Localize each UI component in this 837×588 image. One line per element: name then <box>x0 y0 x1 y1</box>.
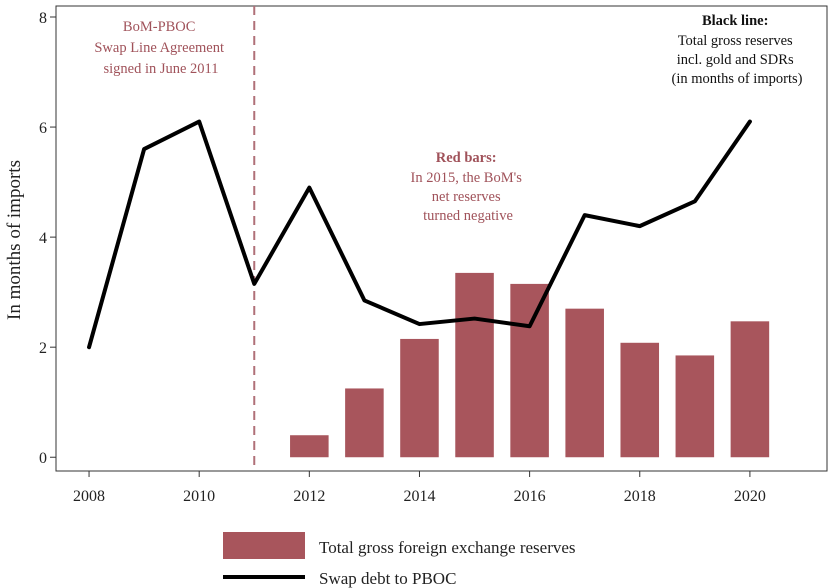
bar-2020 <box>730 321 770 458</box>
x-tick-label: 2014 <box>403 488 435 505</box>
y-tick-label: 4 <box>39 230 47 247</box>
swap-annotation-line-3: signed in June 2011 <box>103 61 218 77</box>
bar-series <box>290 272 770 458</box>
swap-annotation-line-1: BoM-PBOC <box>123 19 196 35</box>
y-tick-label: 8 <box>39 10 47 27</box>
x-axis-ticks: 2008 2010 2012 2014 2016 2018 2020 <box>73 471 766 505</box>
x-tick-label: 2016 <box>514 488 546 505</box>
bar-2019 <box>675 355 715 458</box>
y-tick-label: 0 <box>39 450 47 467</box>
black-line-annotation-line-2: incl. gold and SDRs <box>677 52 794 68</box>
legend: Total gross foreign exchange reserves Sw… <box>223 532 576 588</box>
y-axis-title: In months of imports <box>4 160 25 320</box>
bar-2015 <box>455 272 494 458</box>
x-tick-label: 2010 <box>183 488 215 505</box>
y-tick-label: 6 <box>39 120 47 137</box>
red-bars-annotation-line-2: net reserves <box>432 189 501 205</box>
legend-label-bars: Total gross foreign exchange reserves <box>319 538 576 557</box>
bar-2017 <box>565 308 604 458</box>
black-line-annotation-line-3: (in months of imports) <box>672 71 803 87</box>
red-bars-annotation-line-1: In 2015, the BoM's <box>411 170 523 186</box>
x-tick-label: 2012 <box>293 488 325 505</box>
bar-2018 <box>620 342 660 458</box>
swap-debt-line <box>87 119 752 350</box>
bar-2014 <box>400 338 439 458</box>
bar-2013 <box>345 388 384 458</box>
y-axis-ticks: 0 2 4 6 8 <box>39 10 56 467</box>
red-bars-annotation-line-3: turned negative <box>423 208 513 224</box>
bar-2012 <box>290 435 329 458</box>
red-bars-annotation: Red bars: In 2015, the BoM's net reserve… <box>411 150 526 224</box>
y-tick-label: 2 <box>39 340 47 357</box>
black-line-annotation-title: Black line: <box>702 13 768 29</box>
swap-annotation-line-2: Swap Line Agreement <box>94 40 224 56</box>
swap-annotation: BoM-PBOC Swap Line Agreement signed in J… <box>94 19 227 77</box>
black-line-annotation: Black line: Total gross reserves incl. g… <box>672 13 803 87</box>
legend-label-line: Swap debt to PBOC <box>319 569 456 588</box>
x-tick-label: 2018 <box>624 488 656 505</box>
x-tick-label: 2008 <box>73 488 105 505</box>
plot-frame <box>55 5 828 472</box>
x-tick-label: 2020 <box>734 488 766 505</box>
black-line-annotation-line-1: Total gross reserves <box>678 33 793 49</box>
legend-swatch-bars <box>223 532 305 559</box>
bar-2016 <box>510 283 549 458</box>
red-bars-annotation-title: Red bars: <box>436 150 497 166</box>
